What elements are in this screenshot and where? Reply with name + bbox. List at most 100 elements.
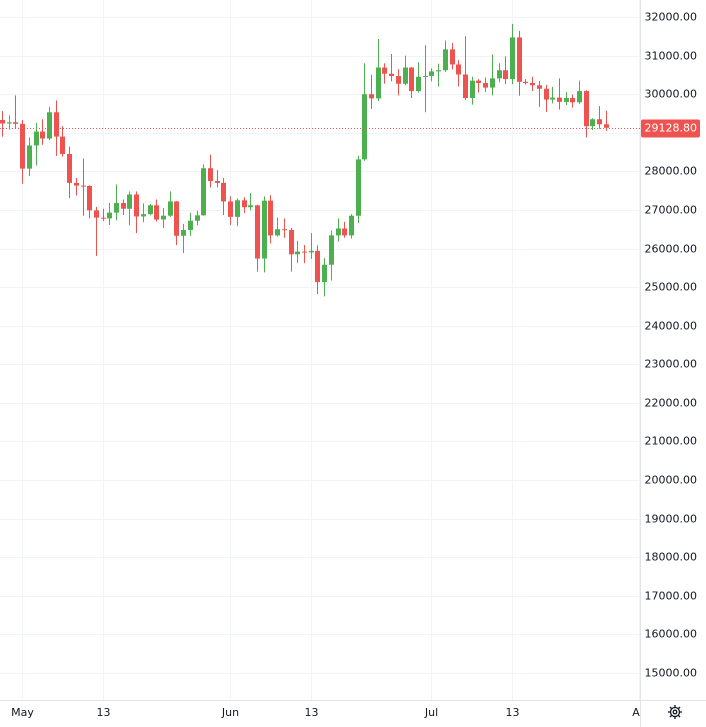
candle-body [121,202,126,209]
candle-body [67,153,72,183]
candle-body [342,228,347,236]
candle-body [503,70,508,80]
candle-body [429,71,434,77]
candle-body [497,70,502,79]
candle-body [356,159,361,216]
candle-body [134,194,139,217]
axes: 15000.00 16000.00 17000.00 18000.00 19000.00… [11,11,700,719]
candle-body [295,251,300,255]
candle-body [550,97,555,100]
y-tick-label: 19000.00 [645,513,698,526]
candle-body [537,85,542,89]
candle-body [369,94,374,99]
candle-body [228,201,233,217]
candle-body [463,74,468,99]
candle-body [248,205,253,208]
y-tick-label: 28000.00 [645,165,698,178]
candle-body [154,205,159,220]
candle-body [0,120,5,124]
candle-body [336,228,341,236]
candle-body [409,67,414,92]
settings-icon[interactable] [668,705,682,719]
y-tick-label: 30000.00 [645,88,698,101]
candle-body [584,91,589,127]
grid [0,0,640,700]
candle-body [208,168,213,181]
candle-body [235,200,240,217]
candle-body [242,200,247,208]
y-tick-label: 26000.00 [645,243,698,256]
candle-body [255,205,260,259]
candle-body [456,64,461,75]
candle-body [47,112,52,139]
y-tick-label: 17000.00 [645,590,698,603]
candle-body [215,180,220,183]
x-tick-label: 13 [305,706,319,719]
candle-body [604,124,609,128]
candle-body [362,94,367,160]
candle-body [443,49,448,71]
candle-body [201,168,206,216]
candle-body [114,202,119,213]
candle-body [27,145,32,169]
candle-body [416,76,421,92]
y-tick-label: 23000.00 [645,358,698,371]
candle-body [382,67,387,74]
x-tick-label: Au [632,706,647,719]
y-tick-label: 16000.00 [645,628,698,641]
candle-body [195,215,200,221]
candle-body [141,214,146,217]
candle-body [523,81,528,83]
y-tick-label: 32000.00 [645,11,698,24]
candle-body [470,80,475,99]
candle-body [60,136,65,154]
candle-body [322,264,327,283]
candle-body [396,76,401,84]
candle-body [450,49,455,65]
candle-body [94,210,99,218]
candle-body [309,250,314,253]
candle-body [315,250,320,283]
y-tick-label: 18000.00 [645,551,698,564]
candle-body [275,229,280,236]
candle-body [20,123,25,169]
candle-body [289,229,294,255]
candle-body [161,215,166,220]
y-tick-label: 22000.00 [645,397,698,410]
candle-body [174,201,179,236]
last-price-tag [641,119,700,138]
candle-body [329,235,334,265]
candle-body [7,122,12,124]
candle-body [221,182,226,202]
candle-body [476,80,481,83]
x-tick-label: 13 [506,706,520,719]
candle-body [544,88,549,100]
candle-body [483,82,488,88]
x-tick-label: May [11,706,34,719]
candle-body [302,251,307,253]
y-tick-label: 15000.00 [645,667,698,680]
y-tick-label: 20000.00 [645,474,698,487]
candle-body [40,131,45,139]
candle-body [13,122,18,124]
candle-body [577,91,582,103]
candle-body [423,76,428,78]
x-tick-label: Jul [424,706,438,719]
candle-body [188,220,193,230]
candle-body [54,112,59,137]
y-tick-label: 24000.00 [645,320,698,333]
candle-body [101,217,106,219]
candle-body [490,78,495,88]
candle-body [107,212,112,219]
candle-body [181,229,186,236]
candle-body [127,194,132,209]
candle-body [148,205,153,215]
candle-body [590,119,595,127]
candle-body [597,119,602,125]
candle-body [34,131,39,146]
plot-area [0,23,640,297]
candle-body [510,37,515,80]
candle-body [349,215,354,236]
x-tick-label: Jun [221,706,239,719]
